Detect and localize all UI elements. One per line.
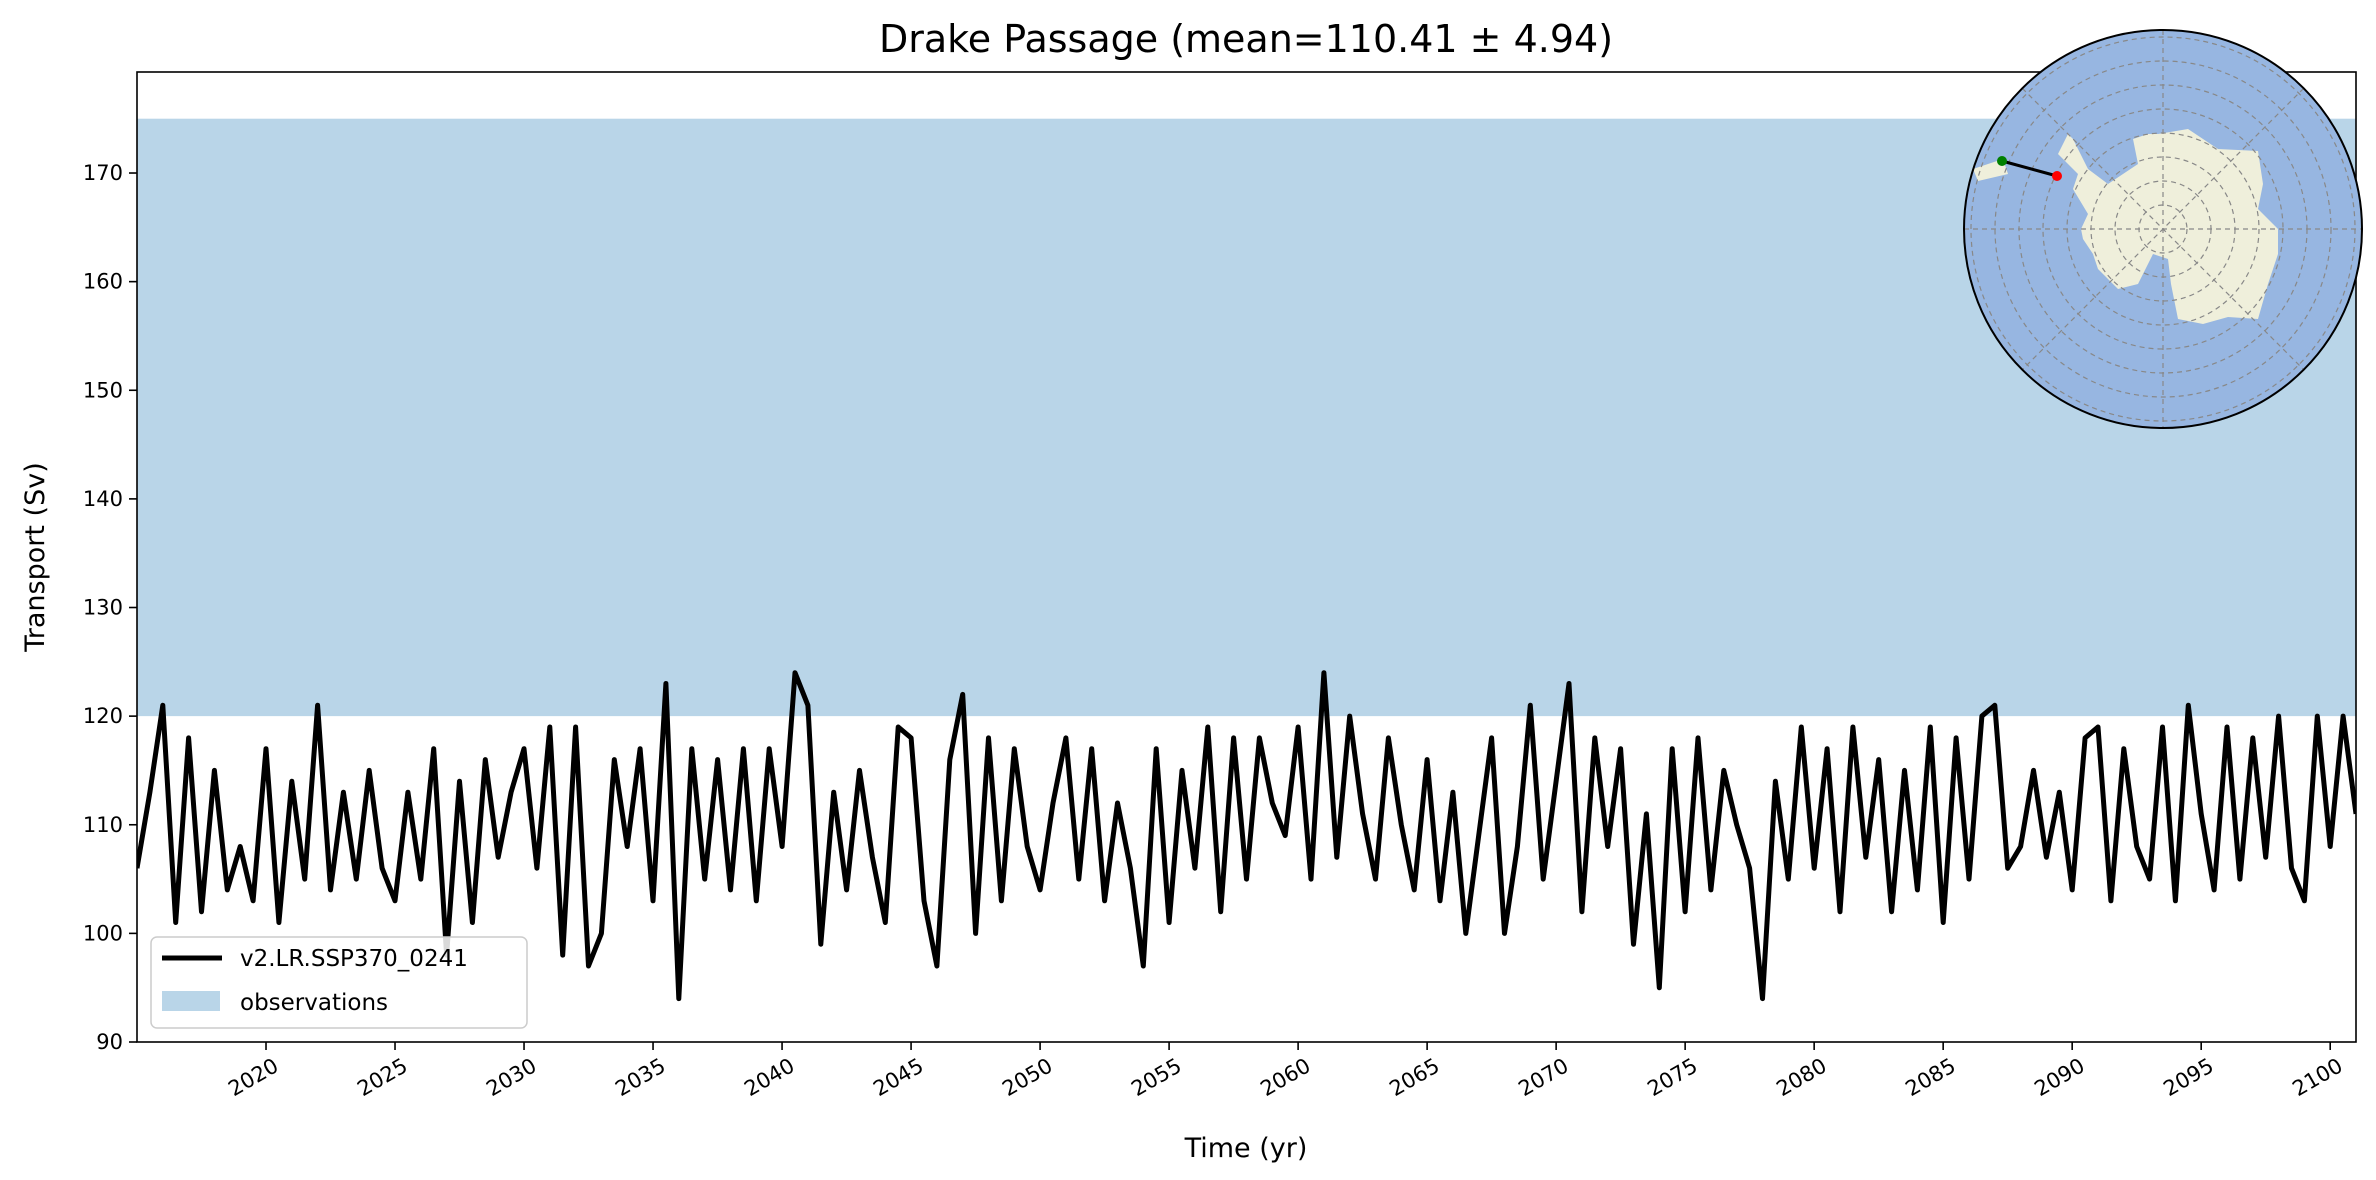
legend-label-observations: observations	[240, 990, 388, 1016]
x-tick-label: 2090	[2030, 1054, 2088, 1102]
x-tick-label: 2020	[224, 1054, 282, 1102]
x-tick-label: 2095	[2159, 1054, 2217, 1102]
longitude-gridline	[2021, 87, 2305, 371]
y-tick-label: 120	[83, 704, 123, 728]
y-tick-label: 170	[83, 161, 123, 185]
x-tick-label: 2060	[1256, 1054, 1314, 1102]
x-tick-label: 2045	[869, 1054, 927, 1102]
x-tick-label: 2050	[998, 1054, 1056, 1102]
x-tick-label: 2085	[1901, 1054, 1959, 1102]
axes-frame	[136, 71, 2357, 1043]
y-tick-label: 160	[83, 270, 123, 294]
y-tick-label: 90	[96, 1030, 123, 1054]
legend: v2.LR.SSP370_0241 observations	[150, 936, 528, 1029]
x-tick-label: 2075	[1643, 1054, 1701, 1102]
x-tick-label: 2035	[611, 1054, 669, 1102]
x-axis-label: Time (yr)	[1184, 1133, 1308, 1164]
y-tick-label: 100	[83, 921, 123, 945]
map-boundary	[1963, 29, 2363, 429]
x-tick-label: 2025	[353, 1054, 411, 1102]
y-tick-label: 140	[83, 487, 123, 511]
x-tick-label: 2070	[1514, 1054, 1572, 1102]
section-start-point	[1997, 156, 2007, 166]
section-line	[2001, 159, 2058, 178]
y-tick-label: 130	[83, 596, 123, 620]
series-line	[137, 670, 2356, 1002]
legend-label-series: v2.LR.SSP370_0241	[240, 946, 468, 972]
x-tick-label: 2065	[1385, 1054, 1443, 1102]
legend-frame	[150, 936, 528, 1029]
y-tick-label: 150	[83, 378, 123, 402]
y-axis-label: Transport (Sv)	[20, 462, 51, 652]
x-tick-label: 2040	[740, 1054, 798, 1102]
section-end-point	[2052, 171, 2062, 181]
x-tick-label: 2030	[482, 1054, 540, 1102]
y-tick-label: 110	[83, 813, 123, 837]
latitude-gridline	[1994, 60, 2332, 398]
inset-map	[1963, 29, 2363, 429]
x-tick-label: 2100	[2288, 1054, 2346, 1102]
x-tick-label: 2055	[1127, 1054, 1185, 1102]
x-tick-label: 2080	[1772, 1054, 1830, 1102]
legend-patch-observations	[162, 991, 220, 1011]
chart-title: Drake Passage (mean=110.41 ± 4.94)	[879, 17, 1613, 61]
antarctica-land	[2058, 129, 2278, 324]
